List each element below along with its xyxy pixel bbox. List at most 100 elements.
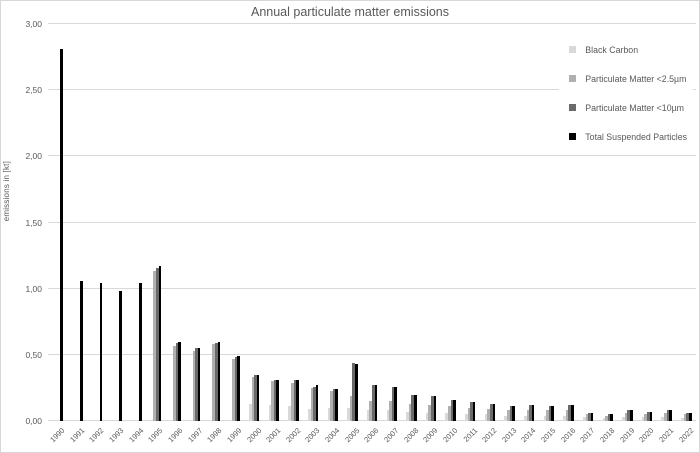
bar — [571, 405, 574, 421]
x-tick-label: 2016 — [558, 426, 578, 445]
x-tick-label: 1995 — [146, 426, 165, 445]
x-tick-label: 2008 — [401, 426, 420, 445]
y-tick-label: 1,50 — [25, 217, 42, 228]
x-tick-label: 1991 — [67, 426, 87, 445]
legend-item: Black Carbon — [569, 35, 687, 64]
bar — [254, 374, 257, 421]
bar — [271, 381, 274, 421]
bar — [347, 407, 350, 421]
bar — [445, 413, 449, 421]
bar — [386, 410, 390, 421]
bar — [391, 386, 395, 421]
bar-group-2022 — [677, 24, 697, 421]
bar — [296, 379, 299, 421]
bar — [585, 414, 589, 421]
bar — [80, 280, 83, 421]
bar — [484, 414, 488, 421]
legend-swatch-icon — [569, 75, 577, 82]
bar — [433, 395, 437, 421]
bar — [526, 410, 530, 421]
x-tick-label: 2022 — [676, 426, 695, 445]
bar — [369, 401, 373, 421]
legend-swatch-icon — [569, 46, 577, 53]
x-tick-label: 2017 — [578, 426, 597, 445]
x-tick-label: 1999 — [225, 426, 244, 445]
bar — [335, 389, 338, 421]
bar — [237, 356, 240, 421]
bar — [330, 390, 333, 421]
bar-group-1997 — [185, 24, 205, 421]
chart-title: Annual particulate matter emissions — [250, 5, 449, 19]
bar — [669, 410, 672, 421]
bar — [465, 414, 468, 421]
bar — [307, 409, 311, 421]
bar — [175, 342, 179, 421]
bar-group-2012 — [480, 24, 500, 421]
bar — [192, 350, 196, 421]
bar — [153, 271, 157, 421]
bar — [276, 379, 280, 421]
x-tick-label: 2001 — [264, 426, 283, 445]
bar — [214, 342, 218, 421]
x-tick-label: 2019 — [617, 426, 636, 445]
bar — [212, 344, 215, 421]
bar — [686, 413, 689, 421]
bar — [610, 414, 613, 421]
bar — [138, 283, 142, 421]
bar — [602, 418, 606, 421]
bar — [428, 405, 431, 421]
bar-group-2018 — [598, 24, 618, 421]
bar — [546, 410, 549, 421]
bar-group-2002 — [284, 24, 304, 421]
y-tick-label: 0,00 — [25, 416, 42, 426]
bar-group-2007 — [382, 24, 402, 421]
bar-group-1996 — [166, 24, 186, 421]
x-tick-label: 2007 — [382, 426, 401, 445]
bar — [551, 406, 555, 421]
bar-group-2003 — [303, 24, 323, 421]
bar-group-2015 — [539, 24, 559, 421]
bar — [450, 399, 454, 421]
bar — [681, 418, 684, 421]
bar — [99, 283, 103, 421]
bar-group-1994 — [127, 24, 147, 421]
bar — [268, 405, 272, 421]
bar-group-2000 — [244, 24, 264, 421]
bar — [288, 406, 291, 421]
bar — [251, 377, 255, 421]
bar-group-2017 — [578, 24, 598, 421]
bar — [349, 395, 353, 421]
bar — [411, 394, 414, 421]
bar — [590, 413, 594, 421]
x-tick-label: 2002 — [283, 426, 303, 445]
y-tick-label: 1,00 — [25, 283, 42, 294]
bar — [60, 49, 63, 421]
bar-group-2016 — [559, 24, 579, 421]
bar — [661, 417, 665, 421]
x-tick-label: 2004 — [323, 426, 342, 445]
bar-group-1993 — [107, 24, 127, 421]
bar — [509, 406, 513, 421]
x-tick-label: 2021 — [657, 426, 676, 445]
legend-label: Particulate Matter <2.5µm — [585, 73, 687, 84]
bar — [548, 406, 552, 421]
bar — [448, 406, 451, 421]
bar-group-1991 — [68, 24, 88, 421]
legend-item: Particulate Matter <10µm — [569, 93, 687, 122]
bar — [683, 414, 687, 421]
legend: Black Carbon Particulate Matter <2.5µm Par… — [559, 33, 693, 153]
x-tick-label: 2018 — [598, 426, 617, 445]
x-tick-label: 1994 — [126, 426, 146, 445]
bar — [453, 399, 456, 421]
x-tick-label: 2000 — [244, 426, 263, 445]
bar — [389, 401, 392, 421]
bar — [605, 415, 608, 421]
bar-groups — [48, 24, 696, 421]
bar — [470, 402, 473, 421]
y-tick-label: 0,50 — [25, 349, 42, 360]
bar-group-1995 — [146, 24, 166, 421]
bar — [492, 403, 496, 421]
bar — [647, 411, 650, 421]
bar — [565, 410, 569, 421]
bar-group-2014 — [519, 24, 539, 421]
